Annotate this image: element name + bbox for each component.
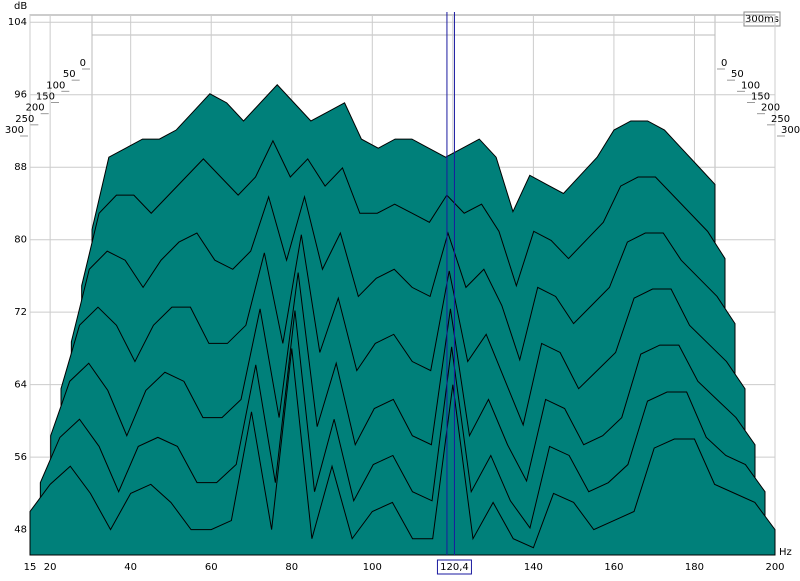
x-tick-label: 160 (604, 562, 623, 573)
cursor-box (436, 559, 472, 575)
depth-tick-label: 200 (26, 103, 45, 114)
y-tick-label: 80 (14, 235, 27, 246)
x-tick-label: 100 (363, 562, 382, 573)
depth-tick-label: 100 (46, 80, 65, 91)
depth-tick-label: 50 (63, 69, 76, 80)
x-axis-label: Hz (779, 547, 792, 558)
y-tick-label: 96 (14, 90, 27, 101)
y-tick-label: 72 (14, 307, 27, 318)
time-label: 300ms (745, 14, 779, 25)
y-tick-label: 88 (14, 162, 27, 173)
x-tick-label: 15 (24, 562, 37, 573)
depth-tick-label: 250 (15, 114, 34, 125)
depth-tick-label: 150 (36, 92, 55, 103)
depth-tick-label: 50 (731, 69, 744, 80)
x-tick-label: 60 (205, 562, 218, 573)
x-tick-label: 20 (44, 562, 57, 573)
cursor-label: 120,4 (440, 562, 469, 573)
x-tick-label: 180 (685, 562, 704, 573)
depth-tick-label: 100 (741, 80, 760, 91)
y-axis-label: dB (14, 1, 27, 12)
depth-tick-label: 150 (751, 92, 770, 103)
slice (39, 310, 766, 556)
depth-tick-label: 0 (721, 58, 727, 69)
x-tick-label: 80 (285, 562, 298, 573)
depth-tick-label: 300 (5, 125, 24, 136)
x-tick-label: 40 (124, 562, 137, 573)
x-tick-label: 200 (765, 562, 784, 573)
y-tick-label: 48 (14, 525, 27, 536)
depth-tick-label: 300 (781, 125, 800, 136)
y-tick-label: 56 (14, 452, 27, 463)
slice (29, 348, 776, 556)
y-tick-label: 104 (8, 17, 27, 28)
x-tick-label: 140 (524, 562, 543, 573)
depth-tick-label: 250 (771, 114, 790, 125)
y-tick-label: 64 (14, 380, 27, 391)
depth-tick-label: 0 (80, 58, 86, 69)
depth-tick-label: 200 (761, 103, 780, 114)
